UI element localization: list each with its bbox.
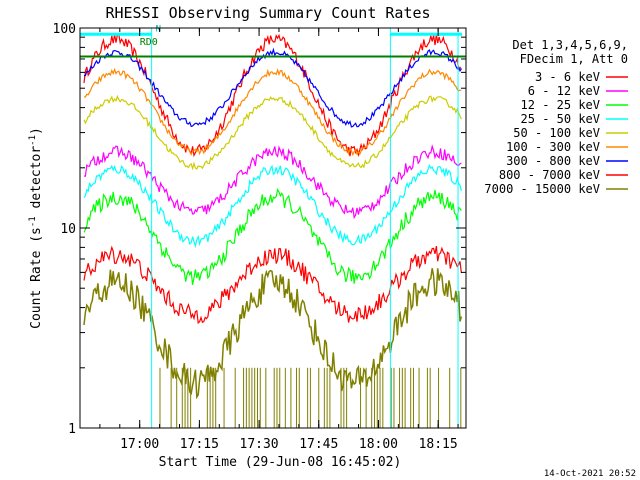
x-tick-label: 17:15 bbox=[180, 437, 219, 452]
legend-label: 100 - 300 keV bbox=[506, 140, 600, 154]
y-axis-label: Count Rate (s-1 detector-1) bbox=[28, 127, 44, 329]
x-axis: 17:00 17:15 17:30 17:45 18:00 18:15 bbox=[79, 28, 459, 452]
series-line-300-800keV bbox=[83, 47, 462, 128]
series-line-3-6keV bbox=[83, 245, 462, 325]
series-line-100-300keV bbox=[83, 67, 462, 157]
y-axis-label-end: ) bbox=[29, 127, 44, 135]
y-axis: 1 10 100 bbox=[53, 22, 466, 437]
legend-label: 800 - 7000 keV bbox=[499, 168, 600, 182]
series-line-12-25keV bbox=[83, 187, 462, 285]
x-tick-label: 17:30 bbox=[240, 437, 279, 452]
n-annotation: N bbox=[156, 25, 161, 35]
series-line-6-12keV bbox=[83, 144, 462, 220]
series-line-7000-15000keV bbox=[83, 268, 463, 400]
legend-label: 7000 - 15000 keV bbox=[484, 182, 600, 196]
series-line-50-100keV bbox=[83, 94, 462, 171]
x-axis-label: Start Time (29-Jun-08 16:45:02) bbox=[159, 455, 402, 470]
x-tick-label: 17:45 bbox=[299, 437, 338, 452]
y-axis-label-sup2: -1 bbox=[28, 135, 38, 146]
legend-label: 3 - 6 keV bbox=[535, 70, 600, 84]
x-tick-label: 18:15 bbox=[419, 437, 458, 452]
series-line-25-50keV bbox=[83, 163, 462, 249]
y-axis-label-sup: -1 bbox=[28, 216, 38, 227]
x-tick-label: 18:00 bbox=[359, 437, 398, 452]
y-axis-label-part1: Count Rate (s bbox=[29, 227, 44, 329]
legend-label: 25 - 50 keV bbox=[521, 112, 600, 126]
legend-header-line1: Det 1,3,4,5,6,9, bbox=[512, 38, 628, 52]
rdo-annotation: RD0 bbox=[140, 37, 158, 48]
chart-title: RHESSI Observing Summary Count Rates bbox=[105, 4, 430, 22]
y-axis-label-part2: detector bbox=[29, 146, 44, 217]
legend-header-line2: FDecim 1, Att 0 bbox=[520, 52, 628, 66]
plot-area: RD0 N bbox=[79, 25, 466, 428]
x-tick-label: 17:00 bbox=[120, 437, 159, 452]
legend-label: 12 - 25 keV bbox=[521, 98, 600, 112]
legend-label: 300 - 800 keV bbox=[506, 154, 600, 168]
legend-label: 50 - 100 keV bbox=[513, 126, 600, 140]
y-tick-label: 100 bbox=[53, 22, 76, 37]
y-tick-label: 1 bbox=[68, 422, 76, 437]
legend-label: 6 - 12 keV bbox=[528, 84, 600, 98]
y-tick-label: 10 bbox=[60, 222, 76, 237]
timestamp: 14-Oct-2021 20:52 bbox=[544, 469, 636, 479]
